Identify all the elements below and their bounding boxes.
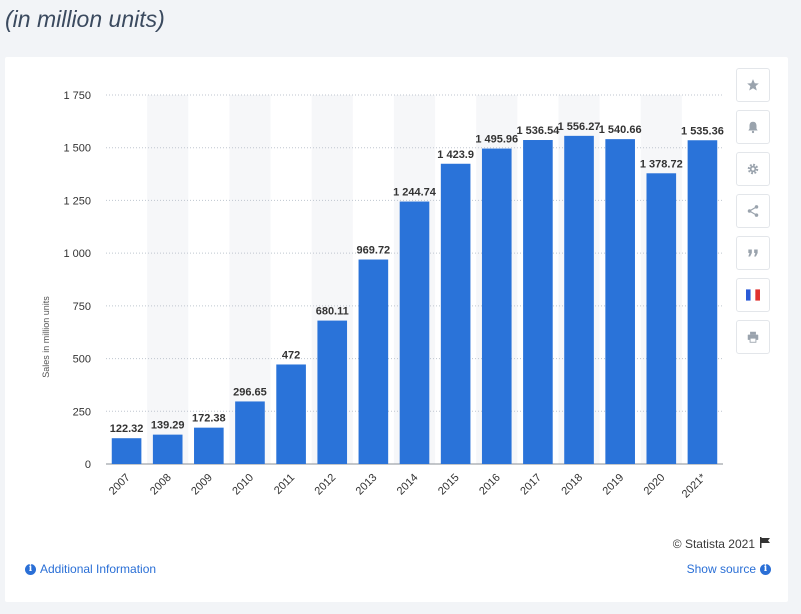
data-label: 1 556.27	[558, 121, 601, 133]
bar[interactable]	[358, 259, 389, 464]
y-tick-label: 1 750	[63, 90, 91, 102]
share-icon	[747, 205, 759, 217]
favorite-button[interactable]	[736, 68, 770, 102]
data-label: 1 423.9	[437, 149, 474, 161]
x-tick-label: 2009	[189, 472, 215, 498]
background-band	[147, 95, 189, 464]
x-tick-label: 2012	[313, 472, 339, 498]
bar[interactable]	[687, 140, 718, 465]
x-tick-label: 2021*	[680, 471, 709, 500]
y-axis-ticks: 0 250 500 750 1 000 1 250 1 500 1 750	[63, 90, 91, 471]
copyright-text: © Statista 2021	[672, 537, 755, 551]
x-tick-label: 2015	[436, 472, 462, 498]
bell-icon	[748, 121, 758, 134]
x-tick-label: 2013	[354, 472, 380, 498]
bar[interactable]	[276, 364, 306, 464]
print-button[interactable]	[736, 320, 770, 354]
bar-chart: 0 250 500 750 1 000 1 250 1 500 1 750 122.32 139…	[41, 90, 724, 500]
x-tick-label: 2017	[518, 472, 544, 498]
data-label: 1 378.72	[640, 158, 683, 170]
show-source-label: Show source	[686, 562, 756, 576]
bar[interactable]	[399, 201, 430, 465]
x-tick-label: 2008	[148, 472, 174, 498]
copyright: © Statista 2021	[673, 537, 771, 551]
data-label: 139.29	[151, 420, 185, 432]
flag-icon[interactable]	[759, 537, 771, 551]
french-flag-icon	[746, 289, 760, 301]
y-tick-label: 750	[73, 301, 91, 313]
y-tick-label: 250	[73, 406, 91, 418]
data-label: 1 540.66	[599, 124, 642, 136]
additional-information-link[interactable]: i Additional Information	[25, 562, 156, 576]
bar[interactable]	[605, 139, 635, 464]
star-icon	[747, 79, 759, 91]
data-label: 122.32	[110, 423, 144, 435]
x-tick-label: 2011	[272, 472, 297, 497]
bar[interactable]	[646, 173, 677, 464]
quote-icon	[748, 249, 758, 257]
y-tick-label: 1 000	[63, 248, 91, 260]
page-heading: (in million units)	[5, 6, 165, 32]
cite-button[interactable]	[736, 236, 770, 270]
bar[interactable]	[152, 434, 183, 464]
x-tick-label: 2020	[642, 472, 668, 498]
x-tick-label: 2016	[477, 472, 503, 498]
notification-button[interactable]	[736, 110, 770, 144]
chart-toolbar	[736, 68, 770, 362]
bar[interactable]	[317, 320, 348, 464]
info-icon: i	[25, 563, 36, 575]
printer-icon	[747, 331, 759, 343]
x-tick-label: 2007	[107, 472, 133, 498]
y-tick-label: 1 500	[63, 143, 91, 155]
x-tick-label: 2010	[230, 472, 256, 498]
value-labels: 122.32 139.29 172.38 296.65 472 680.11 969.72 1…	[110, 121, 724, 435]
data-label: 680.11	[316, 306, 349, 318]
chart-card: 0 250 500 750 1 000 1 250 1 500 1 750 122.32 139…	[5, 57, 788, 602]
data-label: 1 535.36	[681, 125, 724, 137]
settings-button[interactable]	[736, 152, 770, 186]
info-icon: i	[760, 563, 771, 575]
data-label: 969.72	[357, 245, 391, 257]
y-axis-label: Sales in million units	[41, 296, 51, 378]
x-axis-ticks: 2007 2008 2009 2010 2011 2012 2013 2014 2015 2016…	[107, 471, 709, 500]
bar[interactable]	[111, 438, 142, 464]
data-label: 172.38	[192, 413, 226, 425]
y-tick-label: 1 250	[63, 195, 91, 207]
bar[interactable]	[440, 163, 471, 465]
bar[interactable]	[523, 140, 553, 464]
additional-information-label: Additional Information	[40, 562, 157, 576]
data-label: 1 495.96	[475, 134, 518, 146]
data-label: 1 244.74	[393, 187, 437, 199]
language-button[interactable]	[736, 278, 770, 312]
share-button[interactable]	[736, 194, 770, 228]
bar[interactable]	[481, 148, 512, 464]
y-tick-label: 0	[85, 459, 91, 471]
x-tick-label: 2018	[559, 472, 585, 498]
y-tick-label: 500	[73, 354, 91, 366]
bar[interactable]	[194, 427, 224, 464]
bar[interactable]	[564, 135, 594, 464]
data-label: 1 536.54	[516, 125, 560, 137]
bars	[111, 135, 718, 465]
show-source-link[interactable]: Show source i	[687, 562, 771, 576]
gear-icon	[747, 163, 759, 175]
bar[interactable]	[235, 401, 265, 464]
x-tick-label: 2014	[395, 472, 421, 498]
x-tick-label: 2019	[600, 472, 626, 498]
data-label: 296.65	[233, 386, 267, 398]
data-label: 472	[282, 349, 300, 361]
